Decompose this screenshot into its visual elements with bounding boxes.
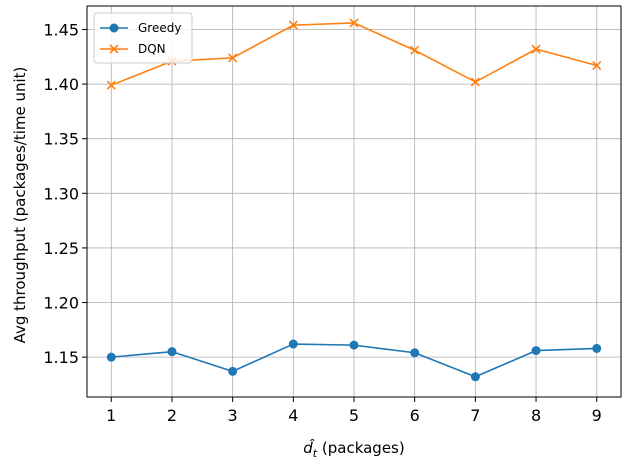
y-tick-label: 1.30 (43, 184, 79, 203)
legend-greedy-label: Greedy (138, 21, 181, 35)
dqn-point (592, 60, 602, 71)
x-axis-label-unit: (packages) (317, 439, 405, 457)
y-tick-label: 1.25 (43, 239, 79, 258)
greedy-point (592, 343, 602, 353)
x-tick-label: 3 (228, 406, 238, 425)
legend-dqn-marker (109, 44, 119, 54)
legend-dqn-label: DQN (138, 42, 166, 56)
series-group (106, 18, 602, 382)
y-tick-label: 1.20 (43, 294, 79, 313)
x-tick-label: 4 (288, 406, 298, 425)
y-tick-label: 1.35 (43, 130, 79, 149)
dqn-point (288, 20, 298, 30)
legend-box (93, 12, 193, 64)
y-tick-label: 1.40 (43, 75, 79, 94)
x-axis-label-subscript: t (313, 447, 318, 460)
greedy-point (167, 347, 177, 357)
dqn-point (228, 53, 238, 63)
y-tick-label: 1.15 (43, 348, 79, 367)
greedy-point (410, 348, 420, 358)
greedy-point (288, 339, 298, 349)
x-tick-label: 5 (349, 406, 359, 425)
ticks: 1 2 3 4 5 6 7 8 9 1.15 1.20 1.25 1.30 1.35 1.40 1.45 (43, 20, 601, 425)
dqn-point (349, 18, 359, 28)
x-axis-label: d̂t (packages) (303, 438, 404, 460)
x-tick-label: 8 (531, 406, 541, 425)
y-tick-label: 1.45 (43, 20, 79, 39)
x-tick-label: 2 (167, 406, 177, 425)
dqn-point (410, 45, 420, 55)
greedy-point (531, 346, 541, 356)
greedy-point (106, 352, 116, 362)
greedy-point (470, 372, 480, 382)
dqn-point (531, 44, 541, 54)
greedy-point (228, 366, 238, 376)
x-tick-label: 1 (106, 406, 116, 425)
legend-greedy-marker (109, 23, 119, 33)
grid (87, 6, 621, 397)
y-axis-label: Avg throughput (packages/time unit) (11, 67, 29, 344)
x-axis-label-symbol: d̂ (303, 438, 315, 457)
x-tick-label: 9 (592, 406, 602, 425)
dqn-point (470, 77, 480, 87)
x-tick-label: 7 (470, 406, 480, 425)
legend: Greedy DQN (93, 12, 193, 64)
x-tick-label: 6 (410, 406, 420, 425)
dqn-point (106, 80, 116, 90)
greedy-point (349, 340, 359, 350)
